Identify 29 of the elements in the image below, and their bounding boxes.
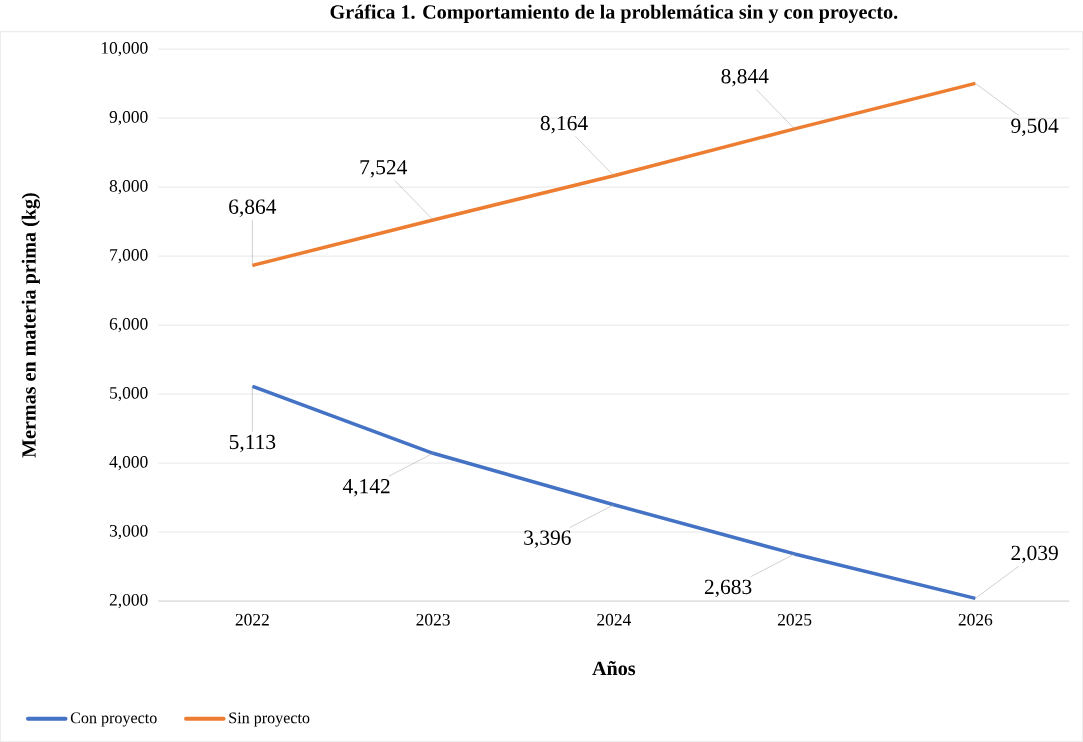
y-tick-label: 4,000 bbox=[109, 455, 148, 471]
y-tick-label: 5,000 bbox=[110, 386, 148, 402]
legend-label: Con proyecto bbox=[70, 712, 157, 727]
data-label: 6,864 bbox=[229, 199, 277, 217]
data-label: 2,039 bbox=[1011, 545, 1058, 564]
x-tick-label: 2022 bbox=[235, 613, 269, 626]
y-tick-label: 8,000 bbox=[109, 179, 148, 195]
data-label: 9,504 bbox=[1011, 118, 1059, 137]
data-label: 3,396 bbox=[524, 530, 571, 548]
y-tick-label: 6,000 bbox=[109, 317, 148, 333]
data-label: 4,142 bbox=[342, 479, 390, 497]
data-label: 2,683 bbox=[704, 579, 752, 598]
legend-label: Sin proyecto bbox=[229, 712, 310, 727]
data-label: 7,524 bbox=[360, 160, 408, 178]
chart-title: Gráfica 1. Comportamiento de la problemática sin y con proyecto. bbox=[330, 4, 898, 23]
y-tick-label: 7,000 bbox=[110, 248, 148, 264]
data-label: 8,844 bbox=[721, 68, 769, 87]
y-tick-label: 3,000 bbox=[109, 524, 148, 540]
y-tick-label: 10,000 bbox=[101, 41, 148, 57]
data-label: 8,164 bbox=[540, 115, 588, 134]
x-tick-label: 2024 bbox=[597, 613, 631, 626]
y-tick-label: 2,000 bbox=[109, 593, 148, 609]
y-axis-title: Mermas en materia prima (kg) bbox=[21, 193, 40, 458]
data-label: 5,113 bbox=[229, 434, 276, 453]
y-tick-label: 9,000 bbox=[109, 110, 148, 126]
x-tick-label: 2026 bbox=[958, 613, 993, 626]
x-axis-title: Años bbox=[592, 661, 636, 676]
x-tick-label: 2023 bbox=[416, 613, 450, 626]
x-tick-label: 2025 bbox=[777, 613, 812, 626]
